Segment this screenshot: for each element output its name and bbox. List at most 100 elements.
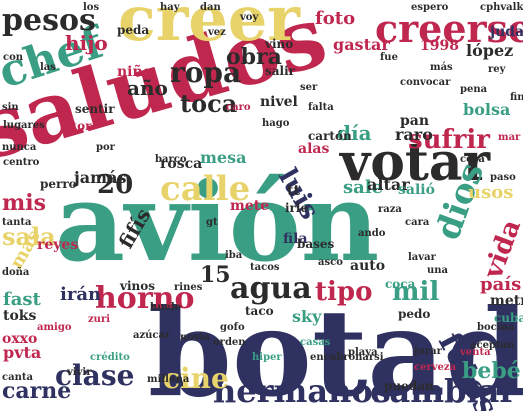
word-nunca: nunca (2, 142, 37, 153)
word-votar: votar (339, 132, 491, 193)
word-casas: casas (300, 337, 331, 348)
word-carne: carne (2, 378, 71, 404)
word-cine: cine (163, 362, 229, 395)
word-paso: paso (490, 172, 516, 183)
word-zuri: zuri (88, 314, 110, 325)
word-con: con (3, 52, 24, 63)
word-mil: mil (392, 277, 439, 307)
word-lavar: lavar (408, 252, 437, 263)
word-usos: usos (468, 182, 513, 203)
word-creerse: creerse (375, 6, 523, 51)
word-cartón: cartón (308, 129, 352, 143)
word-playa: playa (348, 347, 378, 358)
word-vitor: vitor (59, 119, 92, 133)
word-asco: asco (318, 257, 343, 268)
word-bolsa: bolsa (463, 100, 510, 119)
word-tacos: tacos (250, 262, 280, 273)
word-millona: millona (147, 374, 190, 385)
word-día: día (337, 121, 372, 145)
word-amigo: amigo (37, 322, 72, 333)
word-hermanos: hermanos (213, 372, 391, 410)
word-horno: horno (95, 281, 194, 316)
word-sin: sin (2, 102, 19, 113)
word-bebé: bebé (462, 358, 521, 384)
word-reyes: reyes (37, 237, 78, 253)
word-alas: alas (298, 141, 329, 157)
word-gofo: gofo (220, 322, 245, 333)
word-altar: altar (367, 175, 410, 194)
word-bocina: bocina (477, 322, 515, 333)
word-voy: voy (239, 12, 259, 23)
word-vez: vez (207, 27, 226, 38)
word-hay: hay (160, 2, 181, 13)
word-caro: caro (226, 102, 251, 113)
word-país: país (480, 274, 521, 295)
word-puedan: puedan (384, 379, 434, 393)
word-cuba: cuba (494, 311, 523, 325)
word-sentir: sentir (75, 102, 115, 116)
word-botado: botado (148, 283, 523, 411)
word-año: año (127, 76, 168, 100)
word-15: 15 (200, 262, 231, 288)
word-vivir: vivir (66, 367, 92, 378)
word-venta: venta (459, 347, 491, 358)
word-calle: calle (160, 169, 250, 209)
word-los: los (83, 2, 99, 13)
word-tanta: tanta (2, 217, 32, 228)
word-sufrir: sufrir (408, 125, 490, 155)
word-gt: gt (206, 217, 218, 228)
word-encabronarsi: encabronarsi (310, 352, 384, 363)
word-cerveza: cerveza (414, 362, 457, 373)
word-vino: vino (264, 37, 293, 51)
word-jamás: jamás (72, 168, 126, 187)
word-canta: canta (2, 372, 33, 383)
word-obra: obra (226, 44, 282, 70)
word-tipo: tipo (315, 277, 372, 307)
word-mete: mete (230, 198, 269, 214)
word-fast: fast (3, 289, 42, 310)
word-irán: irán (60, 284, 101, 305)
word-ando: ando (358, 228, 386, 239)
word-por: por (96, 142, 116, 153)
word-rey: rey (488, 64, 507, 75)
word-ropa: ropa (170, 56, 241, 89)
word-jurar: jurar (413, 346, 443, 357)
word-mesa: mesa (200, 148, 246, 167)
word-hijo: hijo (65, 31, 108, 55)
word-agua: agua (230, 271, 312, 306)
word-fin: fin (510, 92, 523, 103)
word-huele: huele (150, 302, 181, 313)
word-tt: tt (287, 183, 300, 199)
word-raro: raro (395, 125, 433, 144)
word-clase: clase (55, 359, 134, 392)
word-crédito: crédito (90, 352, 130, 363)
word-las: las (40, 62, 56, 73)
word-fila: fila (283, 231, 308, 247)
word-pan: pan (400, 113, 429, 129)
word-hiper: hiper (252, 352, 282, 363)
word-auto: auto (350, 258, 385, 274)
word-sale: sale (343, 177, 383, 198)
word-hago: hago (262, 118, 290, 129)
word-bases: bases (297, 237, 335, 251)
word-creer: creer (118, 0, 301, 55)
word-niño: niño (117, 63, 152, 80)
word-barco: barco (155, 154, 187, 165)
word-foto: foto (315, 8, 355, 29)
word-20: 20 (97, 170, 133, 200)
word-judas: judas (488, 24, 523, 40)
word-gastar: gastar (333, 35, 390, 54)
word-convocar: convocar (400, 77, 451, 88)
word-sala: sala (2, 222, 56, 251)
word-avión: avión (55, 160, 379, 286)
word-toca: toca (180, 89, 237, 118)
word-orden: orden (213, 337, 246, 348)
word-falta: falta (308, 102, 334, 113)
word-salir: salir (265, 64, 296, 78)
word-nivel: nivel (260, 94, 298, 110)
word-espero: espero (411, 2, 449, 13)
word-cara: cara (405, 217, 430, 228)
word-oxxo: oxxo (2, 331, 37, 347)
